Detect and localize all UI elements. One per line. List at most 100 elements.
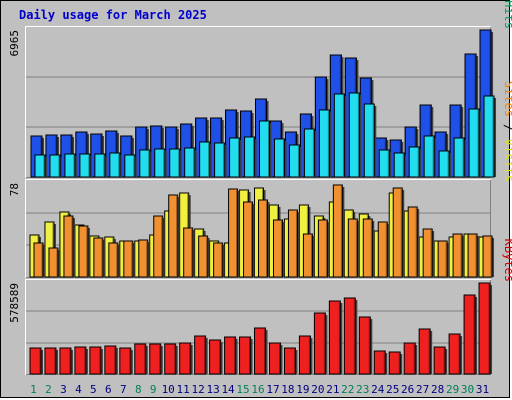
bar-pages-day-10 [169,148,181,178]
day-label-18: 18 [281,383,294,396]
bar-sites-day-21 [332,184,343,278]
bar-sites-day-23 [362,218,373,278]
bar-pages-day-13 [214,142,226,178]
series-legend: Sites / Visits [502,81,512,182]
day-label-16: 16 [251,383,264,396]
bar-kbytes-day-26 [403,342,416,375]
bar-sites-day-24 [377,221,388,278]
bar-kbytes-day-10 [164,343,177,375]
bar-sites-day-31 [482,235,493,278]
bar-pages-day-31 [483,95,495,178]
bar-sites-day-26 [407,206,418,278]
bar-pages-day-30 [468,108,480,178]
bar-kbytes-day-28 [433,346,446,375]
day-label-22: 22 [341,383,354,396]
bar-pages-day-5 [94,153,106,178]
day-label-28: 28 [431,383,444,396]
bar-kbytes-day-8 [134,343,147,375]
day-label-21: 21 [326,383,339,396]
bar-pages-day-29 [453,137,465,178]
ymax-label: 78 [8,183,21,196]
chart-title: Daily usage for March 2025 [19,8,207,22]
day-label-4: 4 [75,383,82,396]
bar-pages-day-18 [288,144,300,178]
day-label-14: 14 [221,383,235,396]
bar-pages-day-15 [244,136,256,178]
bar-kbytes-day-24 [373,350,386,375]
bar-pages-day-6 [109,152,121,178]
day-label-9: 9 [150,383,157,396]
bar-sites-day-22 [347,218,358,278]
bar-kbytes-day-7 [119,347,132,375]
bar-sites-day-2 [48,247,59,278]
bar-sites-day-7 [123,240,134,278]
bar-sites-day-20 [317,219,328,278]
bar-kbytes-day-5 [89,346,102,375]
bar-pages-day-2 [49,154,61,178]
bar-pages-day-8 [139,149,151,178]
day-label-15: 15 [236,383,249,396]
bar-kbytes-day-23 [358,316,371,375]
bar-sites-day-17 [272,219,283,278]
bar-kbytes-day-27 [418,328,431,375]
bar-pages-day-20 [318,109,330,178]
bar-sites-day-15 [243,201,254,278]
bar-kbytes-day-12 [194,335,207,375]
series-legend-part: Visits [502,139,512,182]
bar-kbytes-day-19 [298,335,311,375]
day-label-31: 31 [476,383,489,396]
day-label-7: 7 [120,383,127,396]
day-label-5: 5 [90,383,97,396]
bar-sites-day-3 [63,215,74,278]
day-label-1: 1 [30,383,37,396]
bar-pages-day-1 [34,154,46,178]
bar-pages-day-27 [423,135,435,178]
bar-pages-day-12 [199,141,211,178]
bar-kbytes-day-3 [59,347,72,375]
day-label-2: 2 [45,383,52,396]
bar-kbytes-day-17 [268,342,281,375]
bar-kbytes-day-18 [283,347,296,375]
day-label-24: 24 [371,383,385,396]
bar-pages-day-21 [333,93,345,178]
bar-pages-day-25 [393,152,405,178]
bar-kbytes-day-9 [149,343,162,375]
day-label-17: 17 [266,383,279,396]
series-legend-part: Hits [502,0,512,29]
bar-kbytes-day-16 [254,327,267,375]
bar-pages-day-28 [438,150,450,178]
bar-sites-day-28 [437,240,448,278]
bar-pages-day-24 [378,149,390,178]
bar-sites-day-12 [198,235,209,278]
day-label-25: 25 [386,383,399,396]
bar-kbytes-day-6 [104,345,117,375]
bar-pages-day-4 [79,153,91,178]
bar-sites-day-19 [302,233,313,278]
day-label-30: 30 [461,383,474,396]
day-label-3: 3 [60,383,67,396]
day-label-20: 20 [311,383,324,396]
bar-sites-day-27 [422,228,433,278]
ymax-label: 578589 [8,283,21,323]
bar-sites-day-10 [168,194,179,278]
bar-kbytes-day-20 [313,312,326,375]
bar-sites-day-30 [467,233,478,278]
bar-kbytes-day-31 [478,282,491,375]
bar-kbytes-day-13 [209,339,222,375]
bar-kbytes-day-21 [328,300,341,375]
day-label-8: 8 [135,383,142,396]
bar-kbytes-day-29 [448,333,461,375]
day-label-23: 23 [356,383,369,396]
day-label-27: 27 [416,383,429,396]
bar-kbytes-day-15 [239,336,252,375]
bar-sites-day-13 [213,242,224,278]
day-label-12: 12 [192,383,205,396]
bar-sites-day-14 [228,188,239,278]
bar-sites-day-9 [153,215,164,278]
series-legend-part: Sites [502,81,512,117]
bar-sites-day-11 [183,227,194,278]
bar-pages-day-22 [348,92,360,178]
bar-pages-day-3 [64,153,76,178]
day-label-19: 19 [296,383,309,396]
